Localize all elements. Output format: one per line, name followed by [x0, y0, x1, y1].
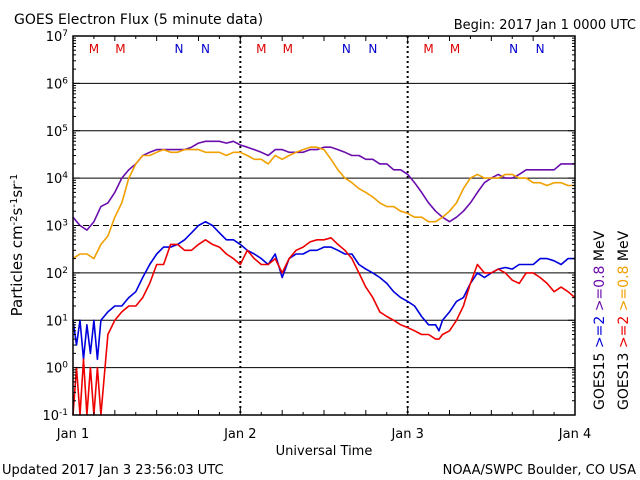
series-goes13-2mev — [72, 237, 576, 416]
legend-goes13-2mev: >=2 — [616, 316, 632, 348]
series-goes15-08mev — [72, 140, 575, 231]
y-tick-base: 10 — [46, 362, 63, 377]
local-midnight-marker: M — [283, 42, 293, 56]
x-tick-label: Jan 1 — [56, 427, 89, 442]
local-midnight-marker: M — [89, 42, 99, 56]
legend: GOES15 >=2 >=0.8 MeV — [592, 230, 608, 410]
y-tick-exponent: 3 — [62, 219, 68, 229]
y-tick-base: 10 — [46, 220, 63, 235]
y-tick-exponent: 5 — [62, 124, 68, 134]
series-goes15-2mev — [72, 220, 575, 361]
legend-goes15-08mev: >=0.8 — [592, 266, 608, 312]
y-axis-label-part: Particles cm — [8, 225, 26, 316]
legend-goes15-2mev: >=2 — [592, 316, 608, 348]
y-tick-label: 105 — [46, 124, 68, 140]
y-tick-base: 10 — [42, 409, 59, 424]
local-midnight-marker: M — [450, 42, 460, 56]
day-separator-lines — [239, 36, 409, 415]
credit-text: NOAA/SWPC Boulder, CO USA — [443, 463, 636, 478]
y-tick-label: 100 — [46, 361, 69, 377]
y-axis-label-part: s — [8, 207, 26, 215]
data-series — [72, 140, 576, 416]
local-noon-marker: N — [509, 42, 518, 56]
y-tick-base: 10 — [46, 267, 63, 282]
local-noon-marker: N — [342, 42, 351, 56]
x-tick-label: Jan 4 — [558, 427, 591, 442]
y-tick-label: 101 — [46, 313, 68, 329]
y-tick-label: 10-1 — [42, 408, 68, 424]
y-axis-label-exp: -1 — [9, 174, 20, 184]
grid-lines — [73, 82, 575, 369]
svg-text:GOES15 >=2 >=0.8 MeV: GOES15 >=2 >=0.8 MeV — [592, 230, 608, 410]
chart-title: GOES Electron Flux (5 minute data) — [14, 12, 263, 28]
legend: GOES13 >=2 >=0.8 MeV — [616, 230, 632, 410]
local-noon-marker: N — [536, 42, 545, 56]
y-tick-label: 106 — [46, 76, 69, 92]
legend-goes13-08mev: >=0.8 — [616, 266, 632, 312]
y-tick-exponent: 2 — [62, 266, 68, 276]
local-noon-marker: N — [368, 42, 377, 56]
y-tick-base: 10 — [46, 125, 63, 140]
local-midnight-marker: M — [115, 42, 125, 56]
local-noon-marker: N — [201, 42, 210, 56]
y-tick-label: 107 — [46, 29, 68, 45]
series-goes13-08mev — [72, 146, 575, 260]
y-axis-label: Particles cm-2s-1sr-1 — [8, 174, 26, 317]
local-midnight-marker: M — [423, 42, 433, 56]
y-tick-label: 102 — [46, 266, 68, 282]
y-tick-base: 10 — [46, 30, 63, 45]
legend-goes15: GOES15 — [592, 353, 608, 410]
local-noon-marker: N — [174, 42, 183, 56]
x-axis-ticks: Jan 1 Jan 2 Jan 3 Jan 4 — [56, 36, 591, 442]
legend-goes13: GOES13 — [616, 353, 632, 410]
y-tick-label: 103 — [46, 219, 68, 235]
y-axis-label-exp: -1 — [9, 198, 20, 208]
y-tick-base: 10 — [46, 172, 63, 187]
y-tick-exponent: 0 — [62, 361, 68, 371]
y-tick-exponent: 6 — [62, 76, 68, 86]
updated-timestamp: Updated 2017 Jan 3 23:56:03 UTC — [2, 463, 224, 478]
begin-time: Begin: 2017 Jan 1 0000 UTC — [454, 18, 636, 33]
y-tick-exponent: 7 — [62, 29, 68, 39]
legend-unit: MeV — [592, 230, 608, 261]
svg-text:GOES13 >=2 >=0.8 MeV: GOES13 >=2 >=0.8 MeV — [616, 230, 632, 410]
y-tick-exponent: -1 — [59, 408, 68, 418]
y-axis-label-exp: -2 — [9, 215, 20, 225]
y-tick-label: 104 — [46, 171, 69, 187]
local-midnight-marker: M — [256, 42, 266, 56]
y-tick-exponent: 4 — [62, 171, 68, 181]
x-tick-label: Jan 3 — [390, 427, 423, 442]
legend-unit: MeV — [616, 230, 632, 261]
y-tick-base: 10 — [46, 314, 63, 329]
x-tick-label: Jan 2 — [223, 427, 256, 442]
y-axis-label-part: sr — [8, 183, 26, 198]
x-axis-label: Universal Time — [276, 444, 373, 459]
y-tick-base: 10 — [46, 77, 63, 92]
y-tick-exponent: 1 — [62, 313, 68, 323]
